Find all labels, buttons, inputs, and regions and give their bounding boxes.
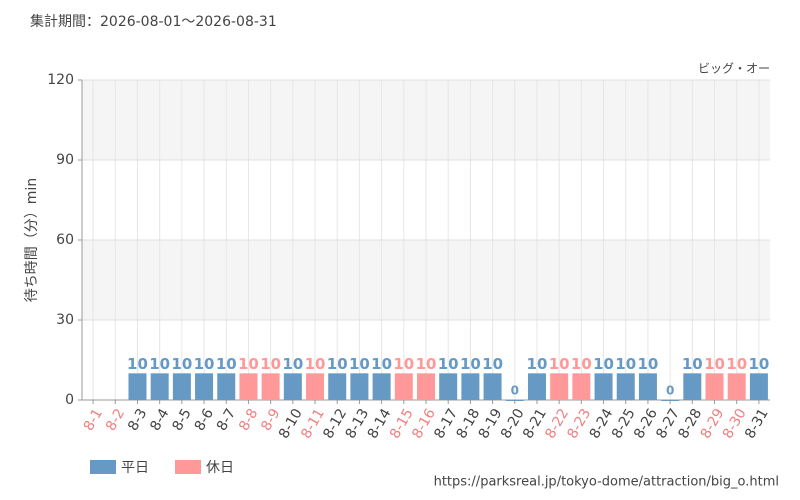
x-tick-label: 8-5: [170, 406, 195, 434]
value-label: 10: [593, 355, 614, 373]
value-label: 10: [149, 355, 170, 373]
legend-swatch: [90, 460, 116, 474]
bar: [638, 373, 657, 400]
value-label: 10: [327, 355, 348, 373]
bar: [505, 400, 524, 401]
value-label: 10: [371, 355, 392, 373]
legend-swatch: [175, 460, 201, 474]
value-label: 10: [726, 355, 747, 373]
value-label: 10: [549, 355, 570, 373]
y-tick-label: 90: [56, 152, 74, 168]
x-tick-label: 8-6: [192, 406, 217, 434]
value-label: 10: [127, 355, 148, 373]
value-label: 10: [260, 355, 281, 373]
x-tick-label: 8-4: [147, 406, 172, 434]
bar: [483, 373, 502, 400]
bar: [527, 373, 546, 400]
bar: [683, 373, 702, 400]
bar: [461, 373, 480, 400]
legend-label: 平日: [121, 460, 149, 476]
value-label: 10: [305, 355, 326, 373]
value-label: 10: [682, 355, 703, 373]
x-tick-label: 8-1: [81, 406, 106, 434]
value-label: 10: [393, 355, 414, 373]
bar: [394, 373, 413, 400]
value-label: 10: [748, 355, 769, 373]
value-label: 10: [637, 355, 658, 373]
value-label: 10: [416, 355, 437, 373]
bar: [661, 400, 680, 401]
bar: [239, 373, 258, 400]
bar: [439, 373, 458, 400]
bar: [172, 373, 191, 400]
value-label: 10: [216, 355, 237, 373]
x-tick-label: 8-31: [742, 406, 772, 442]
value-label: 10: [194, 355, 215, 373]
bar: [550, 373, 569, 400]
source-url: https://parksreal.jp/tokyo-dome/attracti…: [434, 475, 779, 490]
bar: [749, 373, 768, 400]
y-tick-label: 120: [47, 72, 74, 88]
value-label: 10: [527, 355, 548, 373]
bar: [195, 373, 214, 400]
value-label: 10: [171, 355, 192, 373]
bar: [572, 373, 591, 400]
value-label: 10: [438, 355, 459, 373]
y-axis-label: 待ち時間（分）min: [24, 178, 40, 302]
x-tick-label: 8-7: [214, 406, 239, 434]
value-label: 10: [282, 355, 303, 373]
bar: [727, 373, 746, 400]
bar: [594, 373, 613, 400]
bar: [150, 373, 169, 400]
bar: [417, 373, 435, 400]
x-tick-label: 8-3: [125, 406, 150, 434]
bar: [372, 373, 391, 400]
bar: [217, 373, 236, 400]
value-label: 10: [482, 355, 503, 373]
value-label: 0: [511, 384, 519, 398]
bar: [306, 373, 325, 400]
bar: [705, 373, 724, 400]
bar: [350, 373, 369, 400]
x-tick-label: 8-2: [103, 406, 128, 434]
bar: [261, 373, 280, 400]
value-label: 10: [615, 355, 636, 373]
value-label: 10: [571, 355, 592, 373]
bar: [616, 373, 635, 400]
value-label: 10: [460, 355, 481, 373]
value-label: 0: [666, 384, 674, 398]
bar: [128, 373, 147, 400]
y-tick-label: 60: [56, 232, 74, 248]
legend-label: 休日: [206, 460, 234, 476]
bar: [328, 373, 347, 400]
value-label: 10: [349, 355, 370, 373]
y-tick-label: 30: [56, 312, 74, 328]
subtitle: ビッグ・オー: [698, 62, 770, 76]
chart-title: 集計期間：2026-08-01～2026-08-31: [30, 13, 277, 30]
bar: [283, 373, 302, 400]
y-tick-label: 0: [65, 392, 74, 408]
x-tick-label: 8-8: [236, 406, 261, 434]
value-label: 10: [704, 355, 725, 373]
value-label: 10: [238, 355, 259, 373]
